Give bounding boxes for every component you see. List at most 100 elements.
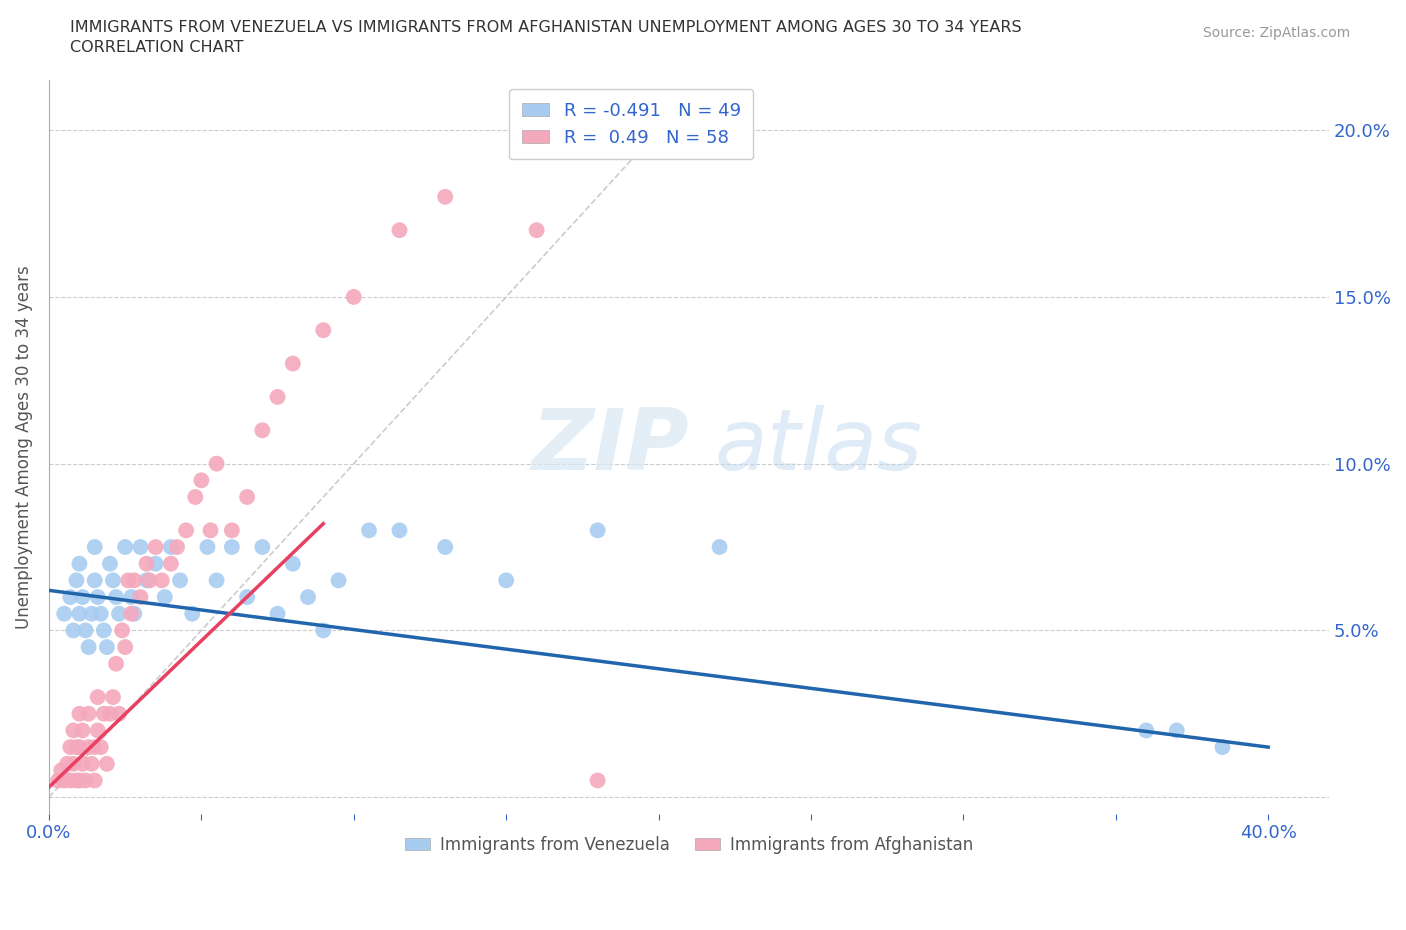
Point	[205, 457, 228, 472]
Point	[145, 539, 167, 554]
Point	[312, 623, 335, 638]
Point	[434, 539, 457, 554]
Point	[312, 323, 335, 338]
Point	[495, 573, 517, 588]
Point	[160, 539, 183, 554]
Point	[87, 590, 110, 604]
Point	[87, 723, 110, 737]
Point	[153, 590, 176, 604]
Point	[65, 739, 87, 754]
Point	[1211, 739, 1233, 754]
Point	[434, 190, 457, 205]
Point	[111, 623, 134, 638]
Point	[124, 606, 146, 621]
Point	[90, 739, 112, 754]
Point	[72, 756, 94, 771]
Point	[69, 606, 91, 621]
Point	[72, 590, 94, 604]
Point	[120, 606, 142, 621]
Legend: Immigrants from Venezuela, Immigrants from Afghanistan: Immigrants from Venezuela, Immigrants fr…	[398, 830, 980, 860]
Point	[388, 523, 411, 538]
Point	[96, 640, 118, 655]
Point	[190, 472, 212, 487]
Point	[83, 539, 105, 554]
Y-axis label: Unemployment Among Ages 30 to 34 years: Unemployment Among Ages 30 to 34 years	[15, 265, 32, 629]
Point	[120, 590, 142, 604]
Point	[105, 590, 128, 604]
Point	[197, 539, 219, 554]
Point	[69, 556, 91, 571]
Point	[69, 739, 91, 754]
Point	[62, 723, 84, 737]
Point	[114, 539, 136, 554]
Point	[266, 390, 288, 405]
Point	[108, 606, 131, 621]
Point	[77, 640, 100, 655]
Point	[93, 706, 115, 721]
Point	[357, 523, 380, 538]
Point	[53, 606, 76, 621]
Point	[65, 773, 87, 788]
Point	[200, 523, 222, 538]
Point	[51, 763, 73, 777]
Point	[281, 556, 304, 571]
Point	[166, 539, 188, 554]
Point	[150, 573, 173, 588]
Point	[160, 556, 183, 571]
Point	[101, 690, 124, 705]
Point	[46, 773, 69, 788]
Point	[328, 573, 350, 588]
Point	[266, 606, 288, 621]
Point	[586, 523, 609, 538]
Point	[135, 556, 157, 571]
Point	[135, 573, 157, 588]
Point	[252, 539, 274, 554]
Point	[129, 539, 152, 554]
Point	[83, 739, 105, 754]
Point	[98, 706, 121, 721]
Point	[138, 573, 160, 588]
Point	[236, 489, 259, 504]
Point	[297, 590, 319, 604]
Point	[72, 723, 94, 737]
Point	[108, 706, 131, 721]
Text: CORRELATION CHART: CORRELATION CHART	[70, 40, 243, 55]
Point	[53, 773, 76, 788]
Point	[124, 573, 146, 588]
Point	[205, 573, 228, 588]
Text: atlas: atlas	[714, 405, 922, 488]
Point	[80, 756, 103, 771]
Point	[388, 223, 411, 238]
Point	[75, 623, 97, 638]
Point	[221, 523, 243, 538]
Point	[62, 623, 84, 638]
Point	[526, 223, 548, 238]
Text: ZIP: ZIP	[531, 405, 689, 488]
Point	[83, 773, 105, 788]
Point	[117, 573, 139, 588]
Point	[169, 573, 191, 588]
Text: IMMIGRANTS FROM VENEZUELA VS IMMIGRANTS FROM AFGHANISTAN UNEMPLOYMENT AMONG AGES: IMMIGRANTS FROM VENEZUELA VS IMMIGRANTS …	[70, 20, 1022, 35]
Point	[98, 556, 121, 571]
Point	[184, 489, 207, 504]
Point	[90, 606, 112, 621]
Point	[145, 556, 167, 571]
Point	[586, 773, 609, 788]
Point	[174, 523, 197, 538]
Point	[181, 606, 204, 621]
Point	[1135, 723, 1157, 737]
Point	[1166, 723, 1188, 737]
Point	[75, 773, 97, 788]
Point	[252, 423, 274, 438]
Point	[65, 573, 87, 588]
Point	[343, 289, 366, 304]
Point	[129, 590, 152, 604]
Point	[56, 756, 79, 771]
Point	[114, 640, 136, 655]
Point	[69, 773, 91, 788]
Text: Source: ZipAtlas.com: Source: ZipAtlas.com	[1202, 26, 1350, 40]
Point	[77, 706, 100, 721]
Point	[62, 756, 84, 771]
Point	[236, 590, 259, 604]
Point	[93, 623, 115, 638]
